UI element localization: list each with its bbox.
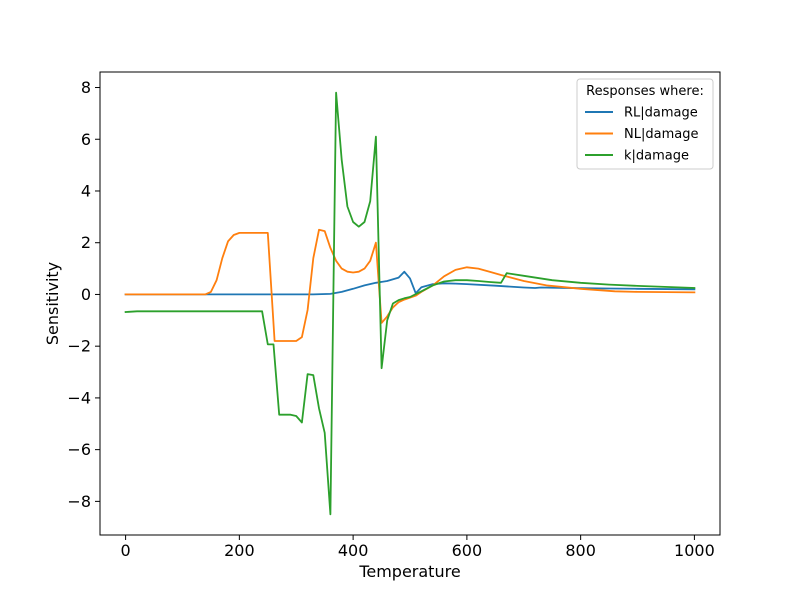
plot-frame [99,71,721,536]
y-tick-label: 2 [81,233,91,252]
legend-box [576,78,714,170]
x-axis-label: Temperature [358,562,460,581]
axes-layer: 0 200 400 600 800 1000 −8 −6 −4 −2 0 2 4 6 8 [67,78,714,560]
legend-label: NL|damage [624,127,698,142]
legend-title: Responses where: [586,84,704,99]
x-tick-label: 400 [338,541,369,560]
legend-label: k|damage [624,149,689,164]
series-layer [124,91,696,516]
y-tick-label: −4 [67,388,91,407]
series-line-nl-damage [124,228,696,342]
y-axis-label: Sensitivity [43,262,62,345]
y-tick-label: 8 [81,78,91,97]
y-tick-label: 6 [81,130,91,149]
y-tick-label: 0 [81,285,91,304]
legend-entries: RL|damage NL|damage k|damage [585,106,698,164]
x-tick-label: 1000 [674,541,715,560]
series-line-k-damage [124,91,696,516]
legend: Responses where: RL|damage NL|damage k|dam… [576,78,714,170]
y-tick-label: −2 [67,337,91,356]
y-tick-label: 4 [81,181,91,200]
x-tick-label: 800 [565,541,596,560]
y-tick-label: −6 [67,440,91,459]
x-tick-label: 600 [452,541,483,560]
series-line-rl-damage [124,270,696,296]
x-tick-label: 200 [224,541,255,560]
y-tick-label: −8 [67,492,91,511]
legend-label: RL|damage [624,106,698,121]
x-tick-label: 0 [121,541,131,560]
